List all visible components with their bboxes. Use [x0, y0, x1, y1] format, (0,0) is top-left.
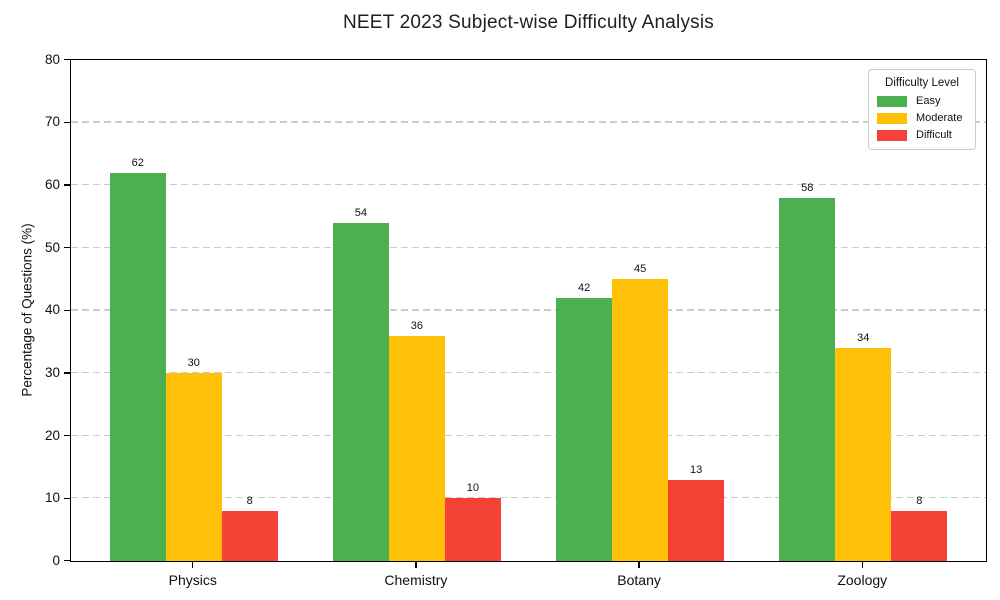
bar-chemistry-difficult: [444, 498, 501, 561]
y-tick-label-30: 30: [44, 364, 60, 380]
legend-items: Easy Moderate Difficult: [877, 95, 967, 141]
bar-value-label-physics-difficult: 8: [246, 494, 253, 507]
gridline-50: [71, 246, 986, 248]
bar-physics-moderate: [165, 373, 222, 561]
legend-item-easy: Easy: [877, 95, 967, 107]
y-tick-mark-30: [64, 372, 70, 374]
x-tick-mark-botany: [638, 562, 640, 568]
y-tick-label-70: 70: [44, 114, 60, 130]
legend-swatch-easy: [877, 95, 907, 107]
x-tick-mark-chemistry: [415, 562, 417, 568]
bar-zoology-difficult: [891, 510, 948, 561]
y-tick-mark-40: [64, 309, 70, 311]
gridline-30: [71, 371, 986, 374]
plot-area: 62 54 42 58 30 36 45 34 8 10 13 8 Difficulty Level …: [70, 59, 987, 562]
gridline-70: [71, 121, 986, 123]
bar-value-label-botany-easy: 42: [577, 281, 591, 294]
bar-zoology-easy: [779, 197, 836, 561]
y-tick-label-80: 80: [44, 51, 60, 67]
y-tick-label-10: 10: [44, 490, 60, 506]
x-tick-mark-physics: [192, 562, 194, 568]
bar-value-label-chemistry-moderate: 36: [410, 319, 424, 332]
y-tick-label-0: 0: [52, 552, 60, 568]
legend-swatch-difficult: [877, 129, 907, 141]
chart-title: NEET 2023 Subject-wise Difficulty Analys…: [343, 12, 714, 33]
legend-label-difficult: Difficult: [916, 129, 952, 141]
bar-value-label-physics-moderate: 30: [187, 357, 200, 370]
y-tick-mark-60: [64, 184, 70, 186]
bar-value-label-zoology-difficult: 8: [916, 494, 923, 507]
legend-label-moderate: Moderate: [916, 112, 963, 124]
x-tick-label-zoology: Zoology: [837, 572, 888, 588]
x-tick-mark-zoology: [861, 562, 863, 568]
legend-item-difficult: Difficult: [877, 129, 967, 141]
y-tick-mark-50: [64, 247, 70, 249]
y-tick-mark-70: [64, 121, 70, 123]
gridline-60: [71, 184, 986, 186]
y-tick-label-50: 50: [44, 239, 60, 255]
bar-value-label-zoology-moderate: 34: [857, 332, 870, 345]
bar-value-label-botany-difficult: 13: [689, 463, 703, 476]
bar-value-label-chemistry-difficult: 10: [466, 482, 480, 495]
legend-label-easy: Easy: [916, 95, 941, 107]
bar-value-label-chemistry-easy: 54: [354, 206, 368, 219]
bar-botany-difficult: [668, 479, 725, 561]
legend-item-moderate: Moderate: [877, 112, 967, 124]
bar-chemistry-easy: [332, 222, 389, 561]
x-tick-label-botany: Botany: [617, 572, 661, 588]
gridline-40: [71, 309, 986, 311]
bar-physics-difficult: [221, 510, 278, 561]
y-tick-mark-0: [64, 560, 70, 562]
y-tick-mark-10: [64, 497, 70, 499]
x-tick-label-physics: Physics: [168, 572, 217, 588]
y-tick-mark-80: [64, 59, 70, 61]
gridline-10: [71, 497, 986, 499]
legend: Difficulty Level Easy Moderate Difficult: [868, 69, 976, 150]
y-tick-label-40: 40: [44, 302, 60, 318]
legend-title: Difficulty Level: [885, 77, 959, 89]
bar-physics-easy: [109, 172, 166, 561]
y-tick-label-20: 20: [44, 427, 60, 443]
bar-value-label-zoology-easy: 58: [801, 181, 814, 194]
bar-botany-moderate: [612, 279, 669, 561]
legend-swatch-moderate: [877, 112, 907, 124]
bar-value-label-botany-moderate: 45: [633, 263, 647, 276]
y-tick-label-60: 60: [44, 177, 60, 193]
y-tick-mark-20: [64, 434, 70, 437]
bar-value-label-physics-easy: 62: [131, 156, 144, 169]
bar-chemistry-moderate: [388, 335, 445, 561]
bar-botany-easy: [556, 297, 613, 561]
gridline-20: [71, 434, 986, 436]
bar-zoology-moderate: [835, 348, 892, 561]
x-tick-label-chemistry: Chemistry: [384, 572, 448, 588]
